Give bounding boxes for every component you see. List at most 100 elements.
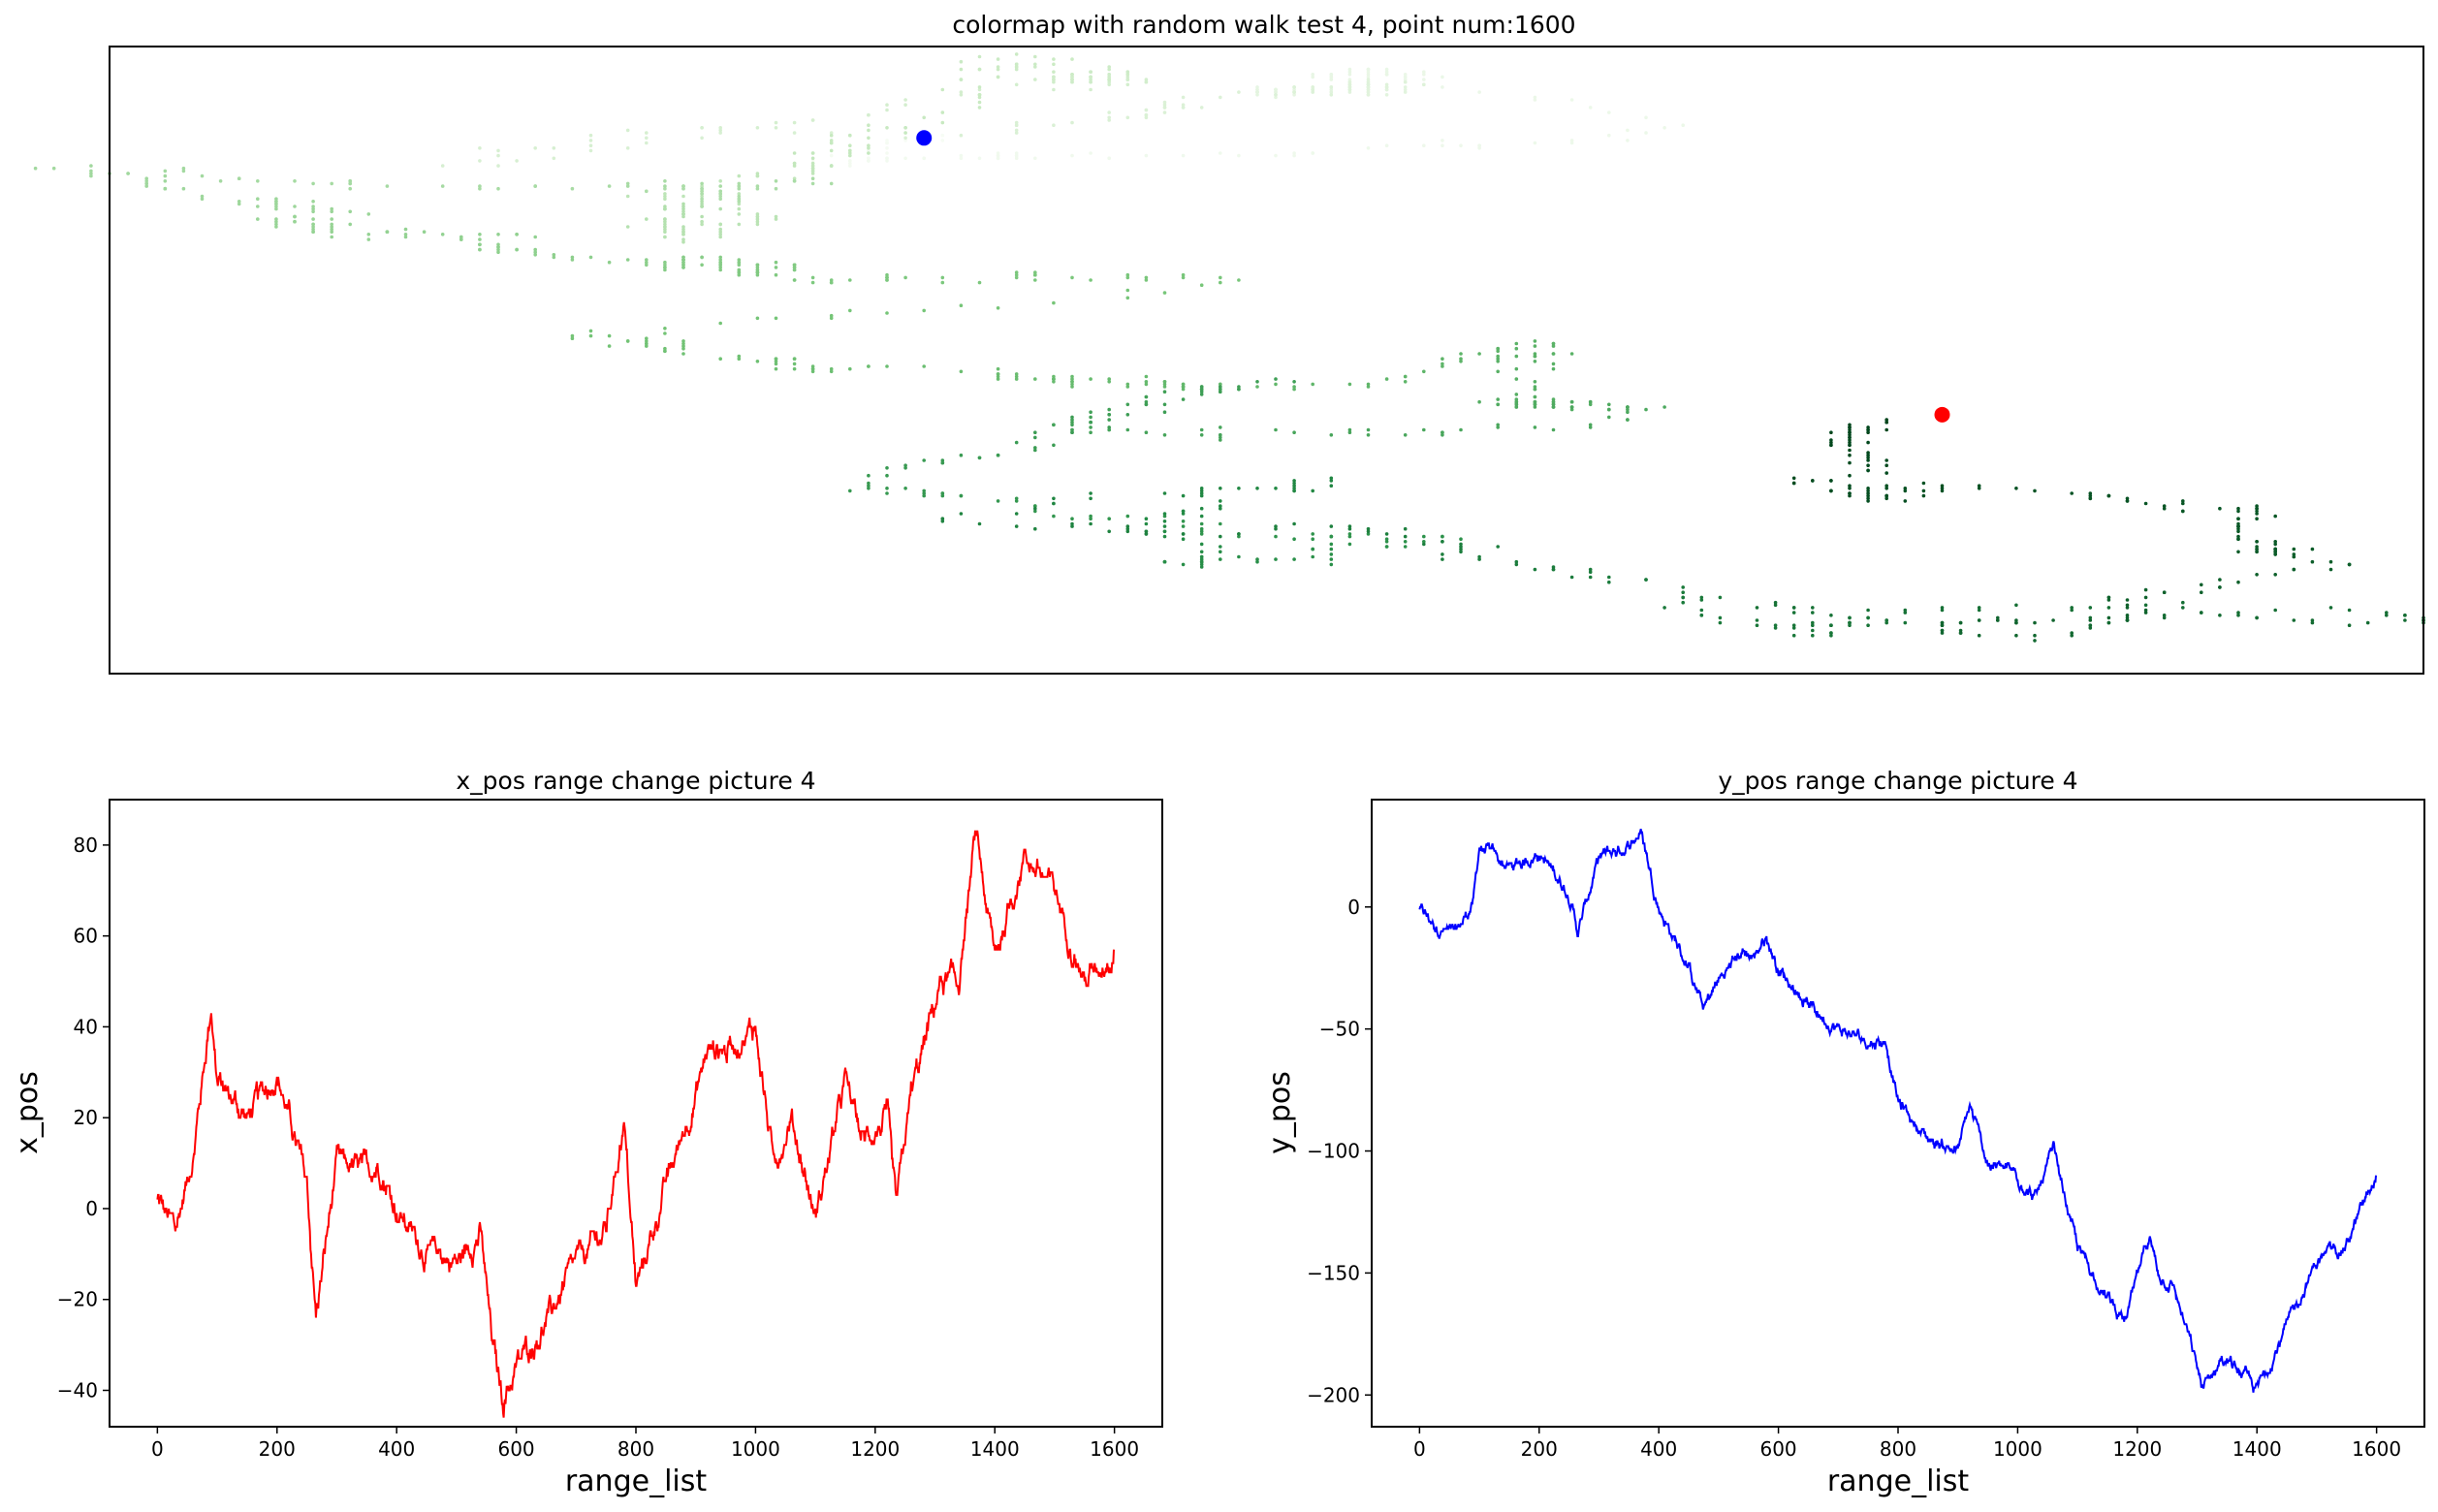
- scatter-point: [700, 202, 704, 206]
- scatter-point: [1033, 278, 1037, 282]
- scatter-point: [1384, 82, 1389, 87]
- scatter-point: [1181, 387, 1186, 392]
- scatter-point: [1551, 427, 1556, 432]
- scatter-point: [663, 186, 667, 191]
- scatter-point: [1292, 90, 1296, 94]
- scatter-point: [1607, 580, 1611, 584]
- scatter-point: [645, 341, 649, 346]
- scatter-point: [1811, 611, 1815, 614]
- scatter-point: [274, 222, 278, 227]
- scatter-point: [1921, 481, 1926, 486]
- scatter-point: [496, 153, 500, 158]
- scatter-point: [1181, 493, 1186, 498]
- scatter-point: [1441, 143, 1444, 147]
- scatter-point: [1219, 385, 1222, 389]
- scatter-point: [1384, 537, 1389, 541]
- scatter-point: [1514, 341, 1519, 346]
- x-pos-ytick-label: 40: [74, 1015, 98, 1038]
- scatter-point: [885, 139, 889, 142]
- scatter-point: [1052, 443, 1056, 448]
- scatter-point: [940, 110, 945, 114]
- scatter-point: [1829, 443, 1833, 448]
- scatter-point: [1403, 85, 1408, 89]
- scatter-point: [663, 219, 667, 224]
- scatter-point: [848, 143, 852, 147]
- scatter-point: [1199, 514, 1204, 519]
- scatter-point: [1607, 415, 1611, 420]
- scatter-point: [1255, 90, 1259, 94]
- scatter-points: [33, 52, 2425, 643]
- scatter-point: [1533, 425, 1537, 429]
- scatter-point: [570, 333, 575, 338]
- scatter-point: [681, 263, 685, 268]
- scatter-point: [1533, 354, 1537, 359]
- scatter-point: [810, 169, 815, 173]
- scatter-point: [681, 258, 685, 262]
- scatter-point: [1459, 427, 1463, 432]
- scatter-point: [645, 263, 649, 268]
- scatter-point: [737, 181, 742, 186]
- scatter-point: [903, 136, 907, 141]
- scatter-point: [1347, 90, 1352, 94]
- scatter-point: [1533, 402, 1537, 407]
- scatter-point: [718, 206, 722, 211]
- scatter-point: [996, 75, 1000, 79]
- scatter-point: [1237, 278, 1241, 282]
- scatter-point: [311, 206, 315, 211]
- scatter-point: [1292, 151, 1296, 155]
- scatter-point: [1199, 283, 1204, 288]
- scatter-point: [645, 344, 649, 348]
- scatter-point: [2255, 573, 2259, 577]
- scatter-point: [1441, 85, 1444, 89]
- scatter-point: [2125, 603, 2130, 608]
- scatter-point: [1125, 78, 1130, 81]
- scatter-point: [1811, 628, 1815, 633]
- scatter-point: [700, 219, 704, 224]
- scatter-point: [1347, 67, 1352, 72]
- scatter-point: [903, 103, 907, 107]
- scatter-point: [1551, 397, 1556, 401]
- scatter-point: [1014, 496, 1019, 501]
- scatter-point: [1533, 405, 1537, 409]
- scatter-point: [940, 280, 945, 285]
- x-pos-ytick-label: 0: [85, 1197, 98, 1220]
- scatter-point: [366, 233, 371, 236]
- scatter-point: [848, 133, 852, 138]
- scatter-point: [1311, 554, 1314, 559]
- scatter-point: [810, 366, 815, 371]
- x-pos-xtick-label: 1000: [731, 1437, 780, 1461]
- scatter-point: [1626, 128, 1630, 133]
- scatter-point: [2292, 547, 2296, 551]
- scatter-point: [625, 181, 630, 186]
- scatter-point: [959, 59, 964, 64]
- scatter-point: [829, 366, 834, 371]
- x-pos-ticks: 0 200 400 600 800 1000 1200 1400 1600 −40 −20 0 20 40…: [57, 834, 1139, 1461]
- scatter-point: [996, 67, 1000, 72]
- scatter-point: [1940, 623, 1945, 627]
- scatter-point: [1162, 559, 1167, 564]
- scatter-point: [1162, 100, 1167, 105]
- scatter-point: [1219, 534, 1222, 539]
- scatter-point: [1089, 79, 1092, 84]
- scatter-point: [1866, 440, 1870, 445]
- scatter-point: [996, 377, 1000, 381]
- scatter-point: [1514, 402, 1519, 407]
- scatter-point: [867, 136, 871, 141]
- scatter-point: [1958, 631, 1963, 635]
- scatter-point: [1866, 430, 1870, 435]
- scatter-point: [163, 169, 168, 173]
- scatter-point: [718, 263, 722, 268]
- scatter-point: [2033, 488, 2037, 493]
- scatter-point: [330, 209, 334, 214]
- scatter-point: [996, 156, 1000, 161]
- scatter-point: [1903, 611, 1908, 614]
- scatter-point: [940, 458, 945, 462]
- scatter-point: [533, 250, 537, 255]
- scatter-point: [1347, 82, 1352, 87]
- scatter-point: [2088, 606, 2093, 610]
- scatter-point: [293, 214, 297, 219]
- scatter-point: [1403, 534, 1408, 539]
- scatter-point: [737, 263, 742, 268]
- scatter-point: [1014, 275, 1019, 280]
- scatter-point: [848, 161, 852, 166]
